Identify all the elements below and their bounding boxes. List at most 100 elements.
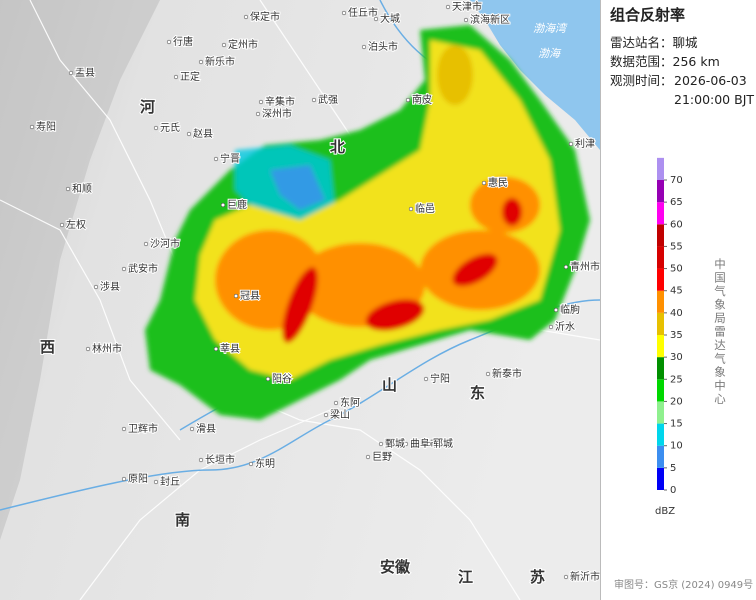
legend-tick-label: 50 <box>670 264 683 275</box>
place-dot <box>405 97 411 103</box>
legend-tick-label: 65 <box>670 197 683 208</box>
place-label: 临邑 <box>415 202 435 215</box>
place-label: 巨鹿 <box>227 198 247 211</box>
place-label: 南皮 <box>412 93 432 106</box>
range: 数据范围：256 km <box>610 54 720 69</box>
place-dot <box>563 264 569 270</box>
place-label: 青州市 <box>570 260 600 273</box>
place-dot <box>248 461 254 467</box>
sea-label: 渤海湾 <box>533 22 568 35</box>
place-dot <box>121 476 127 482</box>
place-label: 莘县 <box>220 342 240 355</box>
place-label: 新沂市 <box>570 570 600 583</box>
region-label: 安徽 <box>380 558 411 576</box>
region-label: 西 <box>40 338 55 356</box>
legend-tick-label: 0 <box>670 485 676 496</box>
place-label: 深州市 <box>262 107 292 120</box>
place-dot <box>213 156 219 162</box>
legend-tick-label: 10 <box>670 441 683 452</box>
place-label: 利津 <box>575 138 595 150</box>
place-label: 卫辉市 <box>128 422 158 435</box>
legend-tick-label: 30 <box>670 352 683 363</box>
legend-swatch <box>657 157 664 180</box>
panel-title: 组合反射率 <box>610 6 685 24</box>
place-label: 阳谷 <box>272 373 292 385</box>
region-label: 东 <box>470 384 485 402</box>
legend-swatch <box>657 180 664 203</box>
place-label: 长垣市 <box>205 453 235 466</box>
place-dot <box>59 222 65 228</box>
obs-time: 21:00:00 BJT <box>674 92 754 107</box>
legend-swatch <box>657 379 664 402</box>
legend-unit: dBZ <box>655 506 675 517</box>
legend-tick-label: 40 <box>670 308 683 319</box>
region-label: 江 <box>458 568 473 586</box>
legend-tick-label: 5 <box>670 463 676 474</box>
legend-swatch <box>657 224 664 247</box>
agency: 中国气象局雷达气象中心 <box>713 258 727 407</box>
place-dot <box>153 125 159 131</box>
obs-date: 2026-06-03 <box>674 73 747 88</box>
place-label: 辛集市 <box>265 95 295 108</box>
place-dot <box>121 266 127 272</box>
legend-swatch <box>657 445 664 468</box>
place-label: 武强 <box>318 93 338 106</box>
place-label: 滨海新区 <box>470 13 510 26</box>
region-label: 南 <box>175 511 190 529</box>
place-dot <box>173 74 179 80</box>
region-label: 山 <box>382 376 397 394</box>
legend-tick-label: 15 <box>670 419 683 430</box>
legend-tick-label: 70 <box>670 175 683 186</box>
legend-tick-label: 35 <box>670 330 683 341</box>
legend-swatch <box>657 401 664 424</box>
legend-tick-label: 60 <box>670 219 683 230</box>
place-dot <box>186 131 192 137</box>
place-label: 泊头市 <box>368 40 398 53</box>
place-dot <box>568 141 574 147</box>
station: 雷达站名：聊城 <box>610 35 698 50</box>
place-label: 涉县 <box>100 280 120 293</box>
place-dot <box>29 124 35 130</box>
place-label: 惠民 <box>488 176 508 189</box>
place-dot <box>485 371 491 377</box>
place-label: 行唐 <box>173 35 193 48</box>
place-label: 巨野 <box>372 451 392 463</box>
place-dot <box>341 10 347 16</box>
legend-tick-label: 55 <box>670 241 683 252</box>
place-label: 正定 <box>180 70 200 83</box>
region-label: 河 <box>140 98 155 116</box>
place-dot <box>365 454 371 460</box>
place-dot <box>548 324 554 330</box>
place-label: 左权 <box>66 218 86 231</box>
legend-swatch <box>657 202 664 225</box>
legend-swatch <box>657 268 664 291</box>
place-label: 林州市 <box>92 342 122 355</box>
sea-label: 渤海 <box>538 47 562 60</box>
place-label: 曲阜市 <box>410 437 440 450</box>
legend-swatch <box>657 467 664 490</box>
radar-echo <box>145 25 590 420</box>
approval: 审图号：GS京 (2024) 0949号 <box>614 578 753 591</box>
place-dot <box>198 457 204 463</box>
place-label: 寿阳 <box>36 120 56 133</box>
place-label: 和顺 <box>72 183 92 195</box>
place-label: 郓城 <box>433 438 453 450</box>
place-dot <box>265 376 271 382</box>
region-label: 北 <box>330 138 345 156</box>
legend-swatch <box>657 290 664 313</box>
place-dot <box>481 180 487 186</box>
place-dot <box>361 44 367 50</box>
place-dot <box>258 99 264 105</box>
place-label: 冠县 <box>240 290 260 302</box>
place-dot <box>323 412 329 418</box>
place-dot <box>563 574 569 580</box>
place-label: 临朐 <box>560 303 580 316</box>
place-dot <box>403 441 409 447</box>
place-label: 沂水 <box>555 320 575 333</box>
place-dot <box>85 346 91 352</box>
place-dot <box>311 97 317 103</box>
place-dot <box>333 400 339 406</box>
